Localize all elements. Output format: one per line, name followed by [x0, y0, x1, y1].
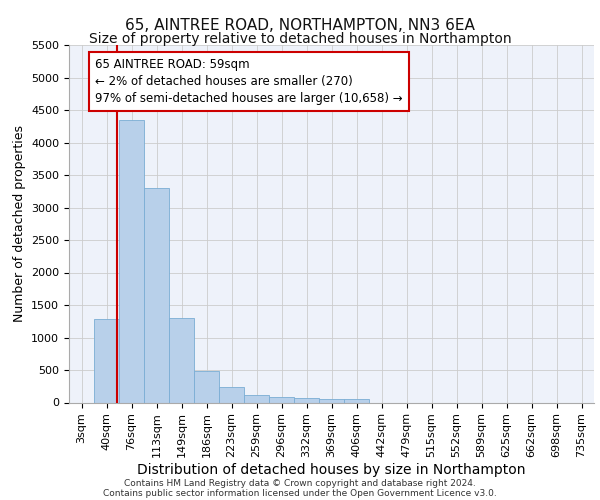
Bar	[169, 318, 194, 402]
Bar	[219, 387, 244, 402]
Bar	[344, 399, 369, 402]
Text: 65, AINTREE ROAD, NORTHAMPTON, NN3 6EA: 65, AINTREE ROAD, NORTHAMPTON, NN3 6EA	[125, 18, 475, 32]
Text: Contains public sector information licensed under the Open Government Licence v3: Contains public sector information licen…	[103, 488, 497, 498]
Bar	[94, 320, 119, 402]
Bar	[244, 396, 269, 402]
Text: 65 AINTREE ROAD: 59sqm
← 2% of detached houses are smaller (270)
97% of semi-det: 65 AINTREE ROAD: 59sqm ← 2% of detached …	[95, 58, 403, 105]
Bar	[144, 188, 169, 402]
Y-axis label: Number of detached properties: Number of detached properties	[13, 125, 26, 322]
Bar	[294, 398, 319, 402]
Text: Contains HM Land Registry data © Crown copyright and database right 2024.: Contains HM Land Registry data © Crown c…	[124, 478, 476, 488]
X-axis label: Distribution of detached houses by size in Northampton: Distribution of detached houses by size …	[137, 463, 526, 477]
Bar	[319, 398, 344, 402]
Bar	[194, 372, 219, 402]
Text: Size of property relative to detached houses in Northampton: Size of property relative to detached ho…	[89, 32, 511, 46]
Bar	[269, 398, 294, 402]
Bar	[119, 120, 144, 403]
